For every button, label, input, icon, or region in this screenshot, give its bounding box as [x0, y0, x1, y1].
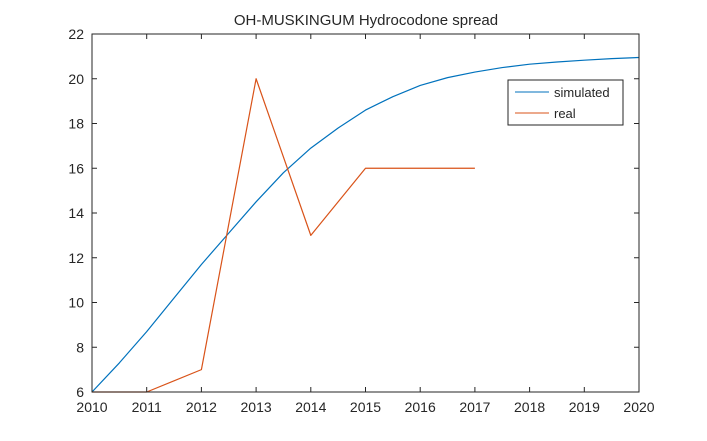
plot-lines [91, 56, 640, 393]
x-tick-label: 2014 [295, 399, 326, 415]
legend-label-simulated: simulated [554, 85, 610, 100]
x-tick-label: 2019 [569, 399, 600, 415]
series-line-simulated [91, 56, 640, 393]
x-tick-label: 2017 [459, 399, 490, 415]
x-tick-label: 2011 [132, 399, 162, 415]
x-tick-label: 2015 [350, 399, 381, 415]
y-tick-label: 22 [68, 26, 84, 42]
legend-box [507, 79, 624, 126]
x-tick-label: 2018 [514, 399, 545, 415]
x-tick-label: 2012 [186, 399, 217, 415]
series-line-real [92, 78, 475, 393]
y-tick-label: 20 [68, 71, 84, 87]
y-tick-label: 14 [68, 205, 84, 221]
y-tick-label: 18 [68, 116, 84, 132]
x-axis: 2010 2011 2012 2013 2014 2015 2016 2017 2018 2019… [76, 34, 655, 415]
y-tick-label: 6 [76, 384, 84, 400]
y-tick-label: 12 [68, 250, 84, 266]
y-axis: 6 8 10 12 14 16 18 20 22 [68, 26, 639, 400]
y-tick-label: 10 [68, 295, 84, 311]
x-tick-label: 2013 [241, 399, 272, 415]
x-tick-label: 2020 [623, 399, 654, 415]
chart-title: OH-MUSKINGUM Hydrocodone spread [234, 12, 498, 29]
y-tick-label: 8 [76, 339, 84, 355]
x-tick-label: 2016 [405, 399, 436, 415]
x-tick-label: 2010 [76, 399, 107, 415]
legend: simulated real [507, 79, 624, 126]
y-tick-label: 16 [68, 160, 84, 176]
legend-label-real: real [554, 106, 576, 121]
